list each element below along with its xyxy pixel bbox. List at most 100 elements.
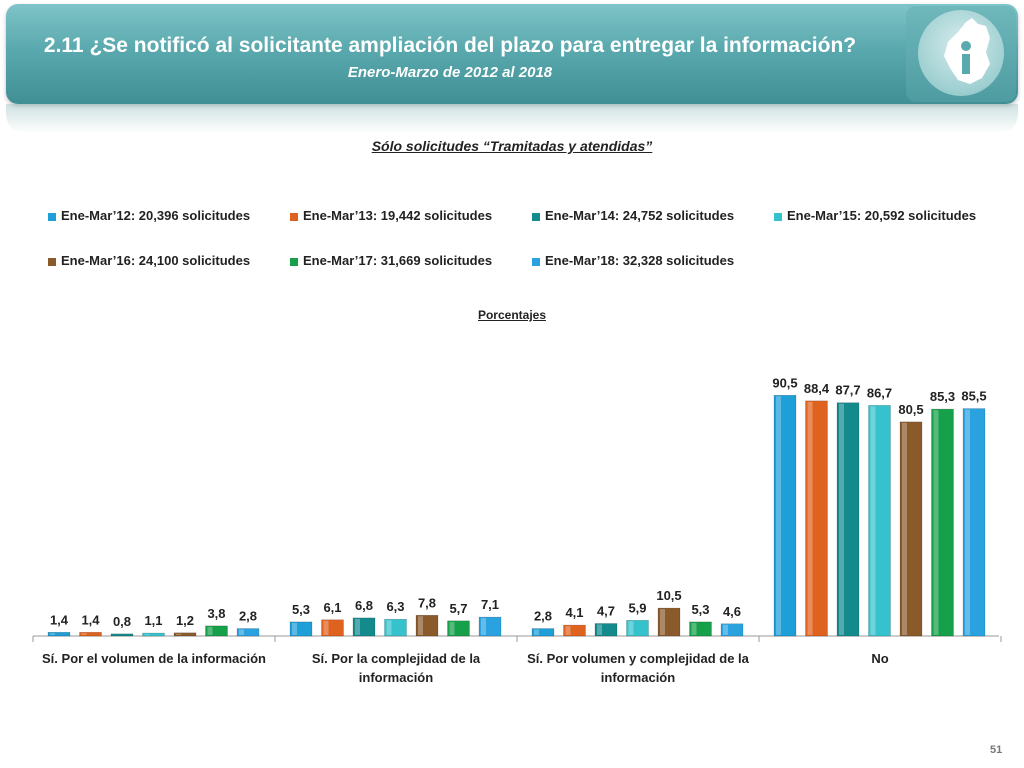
bar-highlight: [691, 622, 697, 635]
bar: [205, 625, 228, 637]
bar-highlight: [965, 409, 970, 635]
data-label: 5,9: [628, 600, 646, 615]
bar: [773, 394, 797, 637]
bar: [142, 632, 165, 637]
bar: [384, 618, 407, 637]
bar: [962, 408, 986, 637]
data-label: 90,5: [772, 375, 797, 390]
unit-label: Porcentajes: [477, 308, 547, 322]
legend-swatch: [532, 257, 540, 266]
bar-highlight: [660, 609, 665, 635]
data-label: 85,3: [930, 389, 955, 404]
data-label: 5,7: [449, 601, 467, 616]
bar-highlight: [723, 624, 728, 635]
bar-highlight: [323, 620, 329, 635]
legend-label: Ene-Mar’16: 24,100 solicitudes: [61, 253, 251, 268]
bar: [689, 621, 712, 637]
bar-highlight: [534, 629, 539, 635]
bar-highlight: [292, 622, 297, 635]
legend-label: Ene-Mar’18: 32,328 solicitudes: [545, 253, 735, 268]
page-title: 2.11 ¿Se notificó al solicitante ampliac…: [43, 34, 857, 57]
legend-label: Ene-Mar’12: 20,396 solicitudes: [61, 208, 251, 223]
data-label: 4,1: [565, 605, 583, 620]
data-label: 86,7: [867, 385, 892, 400]
bar: [868, 405, 891, 637]
bar-highlight: [239, 629, 244, 635]
category-label: información: [601, 670, 675, 685]
bar: [720, 623, 744, 637]
legend-label: Ene-Mar’17: 31,669 solicitudes: [303, 253, 493, 268]
legend-label: Ene-Mar’14: 24,752 solicitudes: [545, 208, 735, 223]
bar: [626, 620, 649, 637]
bar: [478, 616, 502, 637]
data-label: 87,7: [835, 383, 860, 398]
bar-highlight: [628, 621, 634, 635]
bar: [657, 607, 681, 637]
page-subtitle: Enero-Marzo de 2012 al 2018: [347, 64, 553, 81]
bar: [47, 631, 71, 637]
data-label: 1,4: [81, 612, 100, 627]
bar: [447, 620, 470, 637]
bar: [836, 402, 860, 637]
bar-highlight: [902, 422, 907, 635]
data-label: 3,8: [207, 606, 225, 621]
bar-highlight: [481, 618, 486, 635]
bar: [531, 628, 555, 637]
bar: [805, 400, 828, 637]
bar: [79, 631, 102, 637]
data-label: 1,1: [144, 613, 162, 628]
bar: [899, 421, 923, 637]
category-label: Sí. Por la complejidad de la: [312, 651, 481, 666]
bar-highlight: [207, 626, 213, 635]
data-label: 5,3: [691, 602, 709, 617]
bar: [321, 619, 344, 637]
bar-highlight: [176, 633, 181, 635]
data-label: 2,8: [534, 609, 552, 624]
legend-swatch: [48, 212, 56, 221]
data-label: 80,5: [898, 402, 923, 417]
data-label: 10,5: [656, 588, 681, 603]
data-label: 0,8: [113, 614, 131, 629]
bar-highlight: [81, 633, 87, 635]
bar: [563, 624, 586, 637]
legend-swatch: [532, 212, 540, 221]
page-number: 51: [990, 744, 1003, 756]
data-label: 6,1: [323, 600, 341, 615]
legend-swatch: [290, 212, 298, 221]
category-label: información: [359, 670, 433, 685]
data-label: 88,4: [804, 381, 830, 396]
legend-item: Ene-Mar’17: 31,669 solicitudes: [290, 253, 492, 268]
bar-highlight: [355, 618, 360, 635]
bar: [236, 628, 260, 637]
bar-highlight: [807, 401, 813, 635]
legend-item: Ene-Mar’13: 19,442 solicitudes: [290, 208, 492, 223]
bar: [415, 614, 439, 637]
bar-highlight: [839, 403, 844, 635]
bar: [594, 623, 618, 637]
bar: [931, 408, 954, 637]
legend-swatch: [290, 257, 298, 266]
data-label: 1,2: [176, 613, 194, 628]
bar-highlight: [144, 634, 150, 635]
bar: [173, 632, 197, 637]
legend-label: Ene-Mar’13: 19,442 solicitudes: [303, 208, 493, 223]
data-label: 1,4: [50, 612, 69, 627]
data-label: 7,1: [481, 597, 499, 612]
data-label: 6,8: [355, 598, 373, 613]
bar-highlight: [776, 396, 781, 635]
legend-label: Ene-Mar’15: 20,592 solicitudes: [787, 208, 977, 223]
bar-highlight: [870, 406, 876, 635]
legend-item: Ene-Mar’15: 20,592 solicitudes: [774, 208, 976, 223]
bar-highlight: [597, 624, 602, 635]
bar-highlight: [933, 410, 939, 635]
legend-swatch: [774, 212, 782, 221]
header-banner-shadow: [6, 104, 1018, 134]
bar: [352, 617, 376, 637]
data-label: 7,8: [418, 595, 436, 610]
data-label: 85,5: [961, 389, 986, 404]
legend-item: Ene-Mar’18: 32,328 solicitudes: [532, 253, 734, 268]
bar-highlight: [449, 621, 455, 635]
legend-item: Ene-Mar’14: 24,752 solicitudes: [532, 208, 734, 223]
bar-highlight: [565, 626, 571, 635]
